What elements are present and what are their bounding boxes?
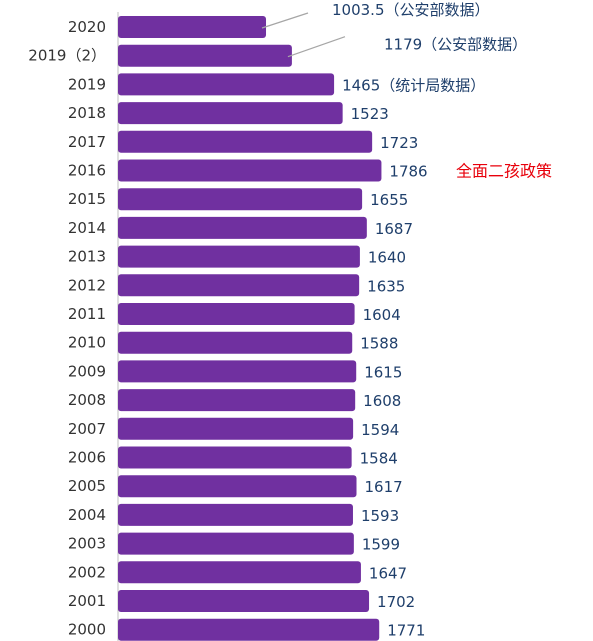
category-label-12: 2009	[68, 362, 106, 380]
category-label-13: 2008	[68, 391, 106, 409]
category-label-20: 2001	[68, 592, 106, 610]
bar-4	[118, 130, 373, 153]
value-label-20: 1702	[377, 593, 415, 611]
value-label-12: 1615	[364, 363, 402, 381]
category-label-9: 2012	[68, 276, 106, 294]
bar-2	[118, 73, 335, 96]
value-label-2: 1465（统计局数据）	[342, 76, 485, 94]
category-label-11: 2010	[68, 334, 106, 352]
category-label-4: 2017	[68, 133, 106, 151]
value-label-15: 1584	[360, 450, 398, 468]
bar-6	[118, 188, 363, 211]
value-label-14: 1594	[361, 421, 399, 439]
category-label-6: 2015	[68, 190, 106, 208]
value-label-11: 1588	[360, 335, 398, 353]
category-label-5: 2016	[68, 162, 106, 180]
value-label-0: 1003.5（公安部数据）	[332, 1, 490, 19]
bar-16	[118, 475, 357, 498]
value-label-9: 1635	[367, 277, 405, 295]
bar-11	[118, 331, 353, 354]
category-label-17: 2004	[68, 506, 106, 524]
leader-line-0	[261, 12, 309, 29]
bar-17	[118, 503, 353, 526]
bar-5	[118, 159, 382, 182]
bar-20	[118, 590, 370, 612]
category-label-2: 2019	[68, 75, 106, 93]
bar-10	[118, 303, 355, 325]
value-label-19: 1647	[369, 564, 407, 582]
category-label-1: 2019（2）	[28, 47, 106, 65]
category-label-0: 2020	[68, 18, 106, 36]
bar-3	[118, 102, 343, 125]
category-label-8: 2013	[68, 248, 106, 266]
value-label-21: 1771	[387, 622, 425, 640]
bar-15	[118, 446, 352, 469]
value-label-7: 1687	[375, 220, 413, 238]
value-label-4: 1723	[380, 134, 418, 152]
value-label-13: 1608	[363, 392, 401, 410]
bar-14	[118, 417, 354, 440]
bar-13	[118, 389, 356, 412]
value-label-18: 1599	[362, 536, 400, 554]
policy-annotation-label: 全面二孩政策	[456, 162, 552, 181]
value-label-17: 1593	[361, 507, 399, 525]
category-label-15: 2006	[68, 449, 106, 467]
category-label-7: 2014	[68, 219, 106, 237]
category-label-21: 2000	[68, 621, 106, 639]
value-label-16: 1617	[365, 478, 403, 496]
category-label-18: 2003	[68, 535, 106, 553]
bar-18	[118, 532, 354, 555]
bar-1	[118, 44, 292, 67]
value-label-8: 1640	[368, 249, 406, 267]
bar-0	[118, 16, 267, 38]
category-label-3: 2018	[68, 104, 106, 122]
value-label-3: 1523	[351, 105, 389, 123]
bar-7	[118, 216, 367, 239]
bar-9	[118, 274, 360, 297]
value-label-1: 1179（公安部数据）	[384, 36, 527, 54]
value-label-5: 1786	[389, 163, 427, 181]
bar-12	[118, 360, 357, 383]
category-label-10: 2011	[68, 305, 106, 323]
bar-19	[118, 561, 361, 584]
bar-21	[118, 618, 380, 641]
value-label-10: 1604	[363, 306, 401, 324]
category-label-16: 2005	[68, 477, 106, 495]
category-label-14: 2007	[68, 420, 106, 438]
bar-8	[118, 245, 360, 268]
category-label-19: 2002	[68, 563, 106, 581]
value-label-6: 1655	[370, 191, 408, 209]
leader-line-1	[287, 36, 346, 58]
